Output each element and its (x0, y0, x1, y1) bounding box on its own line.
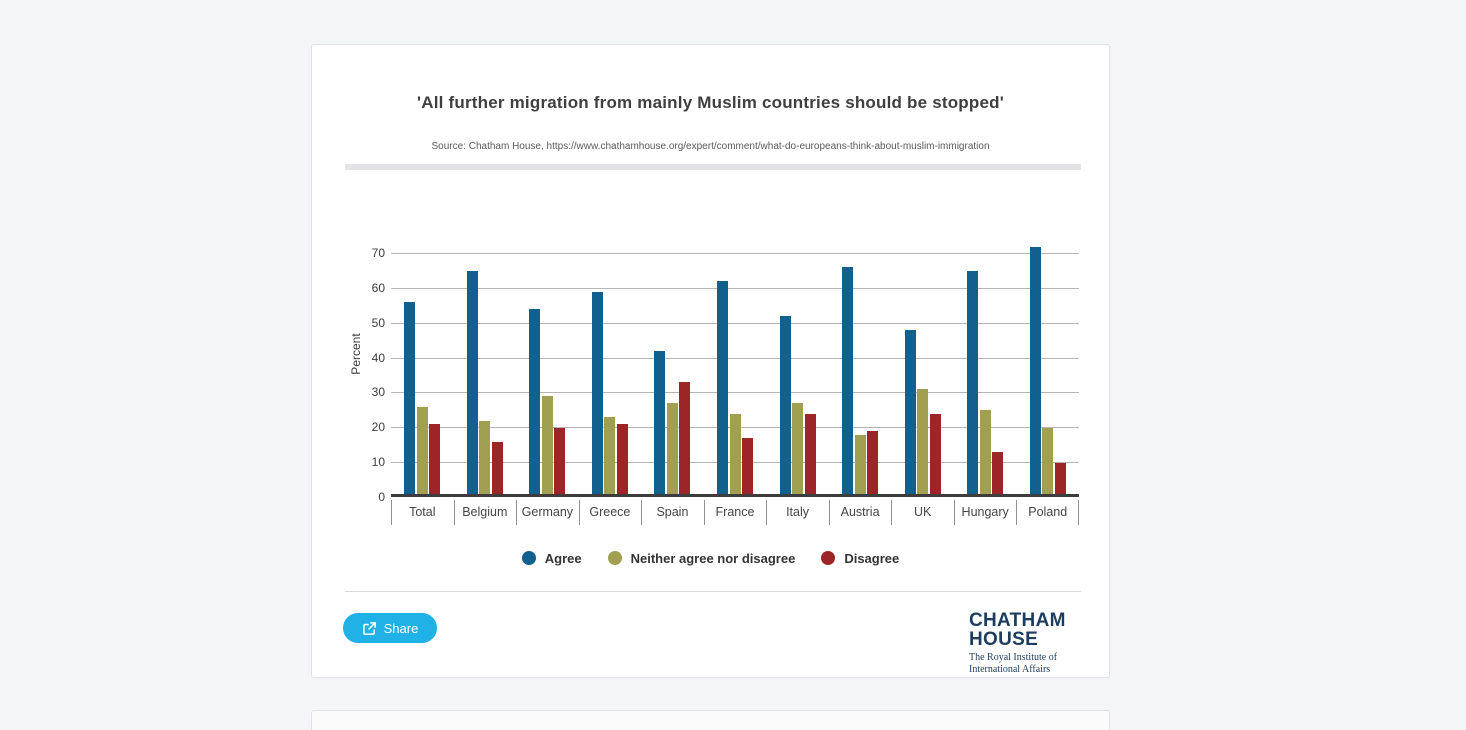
gridline (391, 392, 1079, 394)
share-button[interactable]: Share (343, 613, 437, 643)
gridline (391, 253, 1079, 254)
bar-agree-hungary (967, 270, 979, 494)
x-axis-label-germany: Germany (521, 505, 574, 519)
x-axis-tick (891, 500, 893, 525)
bar-neither-agree-nor-disagree-france (729, 413, 741, 494)
bar-agree-uk (904, 330, 916, 494)
logo-line-2: HOUSE (969, 629, 1039, 650)
chart-card: 'All further migration from mainly Musli… (311, 44, 1110, 678)
y-axis-tick-label: 70 (371, 246, 385, 260)
bar-disagree-austria (867, 431, 879, 494)
share-button-label: Share (383, 620, 419, 636)
bar-neither-agree-nor-disagree-italy (792, 403, 804, 494)
legend-item: Agree (521, 550, 582, 566)
y-axis-tick-label: 0 (378, 490, 385, 504)
bar-neither-agree-nor-disagree-total (416, 406, 428, 494)
y-axis-tick-label: 10 (371, 455, 385, 470)
x-axis-tick (1016, 500, 1018, 525)
bar-disagree-greece (616, 424, 628, 494)
x-axis-tick (766, 500, 768, 525)
bar-agree-spain (654, 351, 666, 494)
chart-legend: Agree Neither agree nor disagree Disagree (312, 547, 1109, 569)
x-axis-tick (641, 500, 643, 525)
bar-disagree-poland (1054, 462, 1066, 494)
logo-line-3: The Royal Institute of (969, 652, 1058, 663)
bar-neither-agree-nor-disagree-belgium (479, 420, 491, 494)
divider-bar (345, 164, 1081, 170)
x-axis-tick (828, 500, 830, 525)
bar-disagree-uk (929, 413, 941, 494)
bar-disagree-hungary (992, 452, 1004, 494)
bar-neither-agree-nor-disagree-greece (604, 417, 616, 494)
legend-dot-icon (607, 551, 622, 565)
chart-source: Source: Chatham House, https://www.chath… (431, 141, 990, 152)
legend-item: Neither agree nor disagree (607, 550, 796, 566)
y-axis-tick-label: 50 (371, 315, 385, 330)
x-axis-label-greece: Greece (589, 505, 631, 519)
x-axis-label-hungary: Hungary (961, 505, 1009, 519)
x-axis-label-france: France (715, 505, 755, 519)
x-axis-tick (703, 500, 705, 525)
y-axis-tick-label: 40 (371, 350, 385, 365)
x-axis-label-spain: Spain (656, 505, 689, 519)
bar-neither-agree-nor-disagree-spain (666, 403, 678, 494)
share-icon (362, 621, 377, 636)
x-axis-label-austria: Austria (840, 505, 880, 519)
bar-neither-agree-nor-disagree-austria (854, 434, 866, 494)
bar-agree-belgium (466, 270, 478, 494)
next-card-partial (311, 710, 1110, 730)
bar-disagree-germany (554, 427, 566, 494)
x-axis-tick (953, 500, 955, 525)
bar-neither-agree-nor-disagree-hungary (979, 410, 991, 494)
plot-area: 0 10 20 30 40 50 60 70 (372, 246, 1079, 504)
bar-agree-italy (779, 316, 791, 494)
gridline (391, 287, 1079, 289)
bar-agree-austria (842, 267, 854, 494)
bar-neither-agree-nor-disagree-uk (917, 389, 929, 494)
bar-agree-france (717, 281, 728, 494)
logo-line-4: International Affairs (969, 664, 1051, 675)
bar-neither-agree-nor-disagree-poland (1042, 427, 1054, 494)
x-axis-tick (1078, 500, 1079, 525)
legend-label: Disagree (844, 550, 900, 566)
x-axis-label-poland: Poland (1028, 505, 1068, 519)
bar-disagree-belgium (491, 441, 503, 494)
bar-agree-greece (591, 291, 603, 494)
x-axis: Total Belgium Germany Greece Spain France Ital… (391, 500, 1079, 526)
x-axis-label-belgium: Belgium (462, 505, 508, 519)
bar-disagree-italy (804, 413, 816, 494)
y-axis-tick-label: 20 (371, 420, 385, 435)
bar-agree-poland (1029, 246, 1041, 494)
chart-title: 'All further migration from mainly Musli… (417, 93, 1004, 112)
bar-disagree-total (429, 424, 441, 494)
legend-dot-icon (521, 551, 536, 565)
bar-neither-agree-nor-disagree-germany (541, 396, 553, 494)
chatham-house-logo: CHATHAM HOUSE The Royal Institute of Int… (969, 611, 1079, 676)
legend-dot-icon (821, 551, 836, 565)
gridline (391, 322, 1079, 324)
bar-agree-germany (529, 309, 541, 494)
y-axis-tick-label: 60 (371, 280, 385, 295)
legend-item: Disagree (821, 551, 899, 566)
x-axis-label-italy: Italy (786, 505, 809, 519)
legend-label: Neither agree nor disagree (630, 550, 796, 566)
logo-line-1: CHATHAM (969, 610, 1066, 631)
bar-disagree-spain (679, 382, 691, 494)
x-axis-tick (391, 500, 392, 525)
x-axis-label-uk: UK (913, 505, 932, 519)
x-axis-tick (516, 500, 518, 525)
x-axis-label-total: Total (409, 505, 436, 519)
bar-disagree-france (742, 438, 753, 494)
x-axis-tick (578, 500, 580, 525)
bar-agree-total (404, 302, 416, 494)
y-axis-tick-label: 30 (371, 385, 385, 400)
divider-line (345, 591, 1081, 592)
x-axis-tick (453, 500, 455, 525)
gridline (391, 357, 1079, 359)
legend-label: Agree (544, 550, 582, 566)
